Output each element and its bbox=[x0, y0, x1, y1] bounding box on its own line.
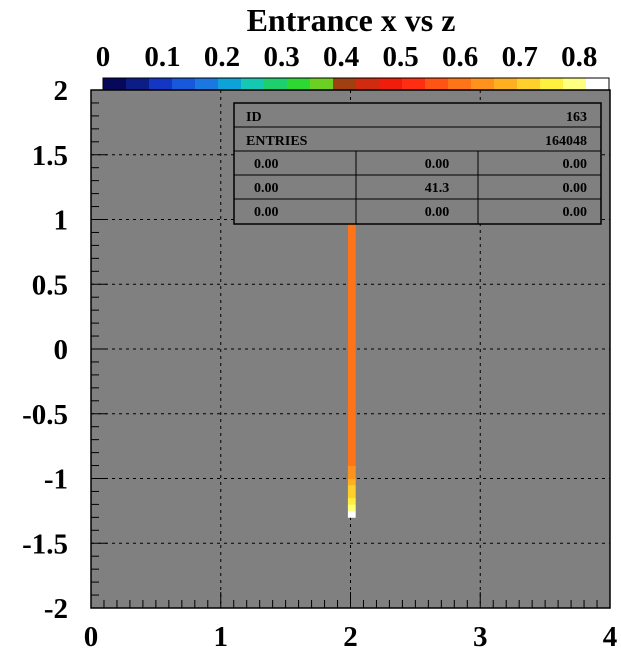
stats-cell: 41.3 bbox=[425, 181, 450, 196]
y-tick-label: 0.5 bbox=[32, 269, 68, 301]
stats-box-frame bbox=[233, 102, 602, 225]
y-tick-labels: 2 1.5 1 0.5 0 -0.5 -1 -1.5 -2 bbox=[22, 75, 68, 625]
heatmap-bin bbox=[347, 497, 356, 505]
palette-swatch bbox=[517, 78, 541, 92]
stats-cell: 0.00 bbox=[254, 157, 279, 172]
stats-cell: 0.00 bbox=[254, 205, 279, 220]
y-tick-label: -0.5 bbox=[22, 399, 68, 431]
heatmap-bin bbox=[347, 374, 356, 402]
heatmap-bin bbox=[347, 297, 356, 324]
heatmap-bin bbox=[347, 245, 356, 272]
palette-swatch bbox=[402, 78, 426, 92]
palette-tick-label: 0.3 bbox=[263, 41, 299, 73]
palette-swatch bbox=[287, 78, 311, 92]
heatmap-bin bbox=[347, 349, 356, 376]
heatmap-bin bbox=[347, 271, 356, 298]
palette-swatch bbox=[448, 78, 472, 92]
x-tick-label: 3 bbox=[473, 621, 488, 653]
chart-title: Entrance x vs z bbox=[247, 2, 456, 38]
stats-cell: 0.00 bbox=[563, 205, 588, 220]
y-tick-label: 0 bbox=[54, 334, 69, 366]
y-tick-label: -1 bbox=[44, 464, 68, 496]
stats-entries-value: 164048 bbox=[545, 134, 587, 149]
palette-tick-labels: 0 0.1 0.2 0.3 0.4 0.5 0.6 0.7 0.8 bbox=[96, 41, 598, 73]
palette-tick-label: 0.2 bbox=[204, 41, 240, 73]
heatmap-bin bbox=[347, 219, 356, 233]
heatmap-bin bbox=[347, 491, 356, 499]
heatmap-bin bbox=[347, 510, 356, 518]
palette-swatch bbox=[356, 78, 380, 92]
heatmap-bin bbox=[347, 504, 356, 512]
stats-box: ID 163 ENTRIES 164048 0.00 0.00 0.00 0.0… bbox=[233, 102, 602, 225]
x-tick-labels: 0 1 2 3 4 bbox=[84, 621, 618, 653]
palette-tick-label: 0 bbox=[96, 41, 111, 73]
palette-swatch bbox=[103, 78, 127, 92]
palette-swatch bbox=[425, 78, 449, 92]
palette-swatch bbox=[149, 78, 173, 92]
palette-tick-label: 0.8 bbox=[561, 41, 597, 73]
x-tick-label: 1 bbox=[214, 621, 229, 653]
heatmap-bin bbox=[347, 323, 356, 350]
x-tick-label: 4 bbox=[603, 621, 618, 653]
palette-swatch bbox=[172, 78, 196, 92]
palette-tick-label: 0.1 bbox=[144, 41, 180, 73]
y-tick-label: -2 bbox=[44, 593, 68, 625]
x-tick-label: 2 bbox=[343, 621, 358, 653]
y-tick-label: 1 bbox=[54, 205, 69, 237]
palette-swatch bbox=[379, 78, 403, 92]
palette-swatch bbox=[241, 78, 265, 92]
palette-swatch bbox=[195, 78, 219, 92]
palette-swatch bbox=[563, 78, 587, 92]
stats-cell: 0.00 bbox=[254, 181, 279, 196]
palette-swatch bbox=[471, 78, 495, 92]
y-tick-label: -1.5 bbox=[22, 528, 68, 560]
palette-swatch bbox=[586, 78, 610, 92]
x-tick-label: 0 bbox=[84, 621, 99, 653]
heatmap-bin bbox=[347, 400, 356, 428]
heatmap-bin bbox=[347, 465, 356, 479]
plot-frame bbox=[90, 89, 611, 609]
stats-cell: 0.00 bbox=[563, 181, 588, 196]
y-tick-label: 1.5 bbox=[32, 140, 68, 172]
stats-cell: 0.00 bbox=[425, 205, 450, 220]
palette-swatch bbox=[333, 78, 357, 92]
palette-tick-label: 0.4 bbox=[323, 41, 359, 73]
stats-id-value: 163 bbox=[566, 110, 587, 125]
heatmap-bin bbox=[347, 426, 356, 453]
heatmap-bin bbox=[347, 452, 356, 466]
heatmap-bin bbox=[347, 478, 356, 486]
stats-id-label: ID bbox=[246, 110, 262, 125]
palette-tick-label: 0.7 bbox=[502, 41, 538, 73]
stats-entries-label: ENTRIES bbox=[246, 134, 308, 149]
y-tick-label: 2 bbox=[54, 75, 69, 107]
palette-tick-label: 0.5 bbox=[383, 41, 419, 73]
palette-swatch bbox=[494, 78, 518, 92]
stats-cell: 0.00 bbox=[425, 157, 450, 172]
palette-tick-label: 0.6 bbox=[442, 41, 478, 73]
heatmap-bins bbox=[347, 180, 356, 518]
stats-cell: 0.00 bbox=[563, 157, 588, 172]
palette-swatch bbox=[264, 78, 288, 92]
palette-swatch bbox=[218, 78, 242, 92]
palette-swatch bbox=[126, 78, 150, 92]
palette-swatch bbox=[540, 78, 564, 92]
heatmap-bin bbox=[347, 232, 356, 246]
heatmap-bin bbox=[347, 484, 356, 492]
palette-swatch bbox=[310, 78, 334, 92]
